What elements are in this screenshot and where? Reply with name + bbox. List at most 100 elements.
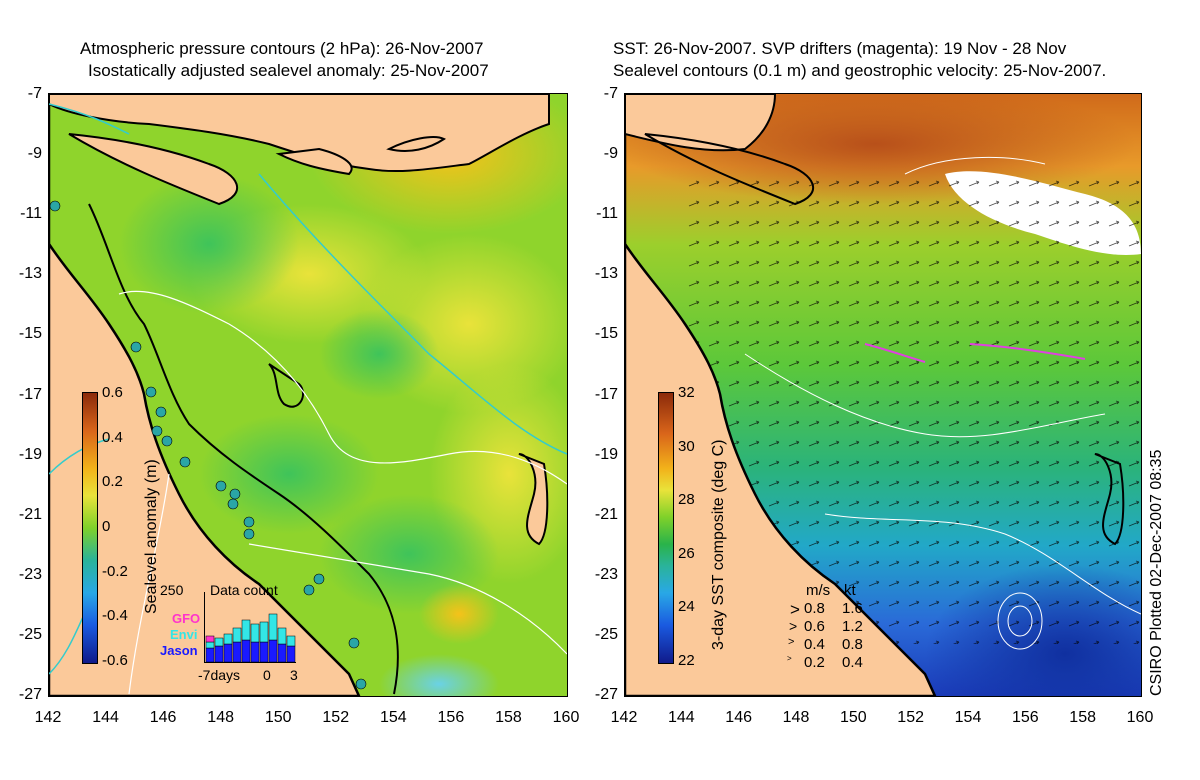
velocity-legend-unit-ms: m/s: [806, 582, 831, 599]
velocity-legend-ms: 0.6: [804, 618, 825, 635]
velocity-legend-kt: 1.6: [842, 600, 863, 617]
data-count-bar: [250, 623, 260, 643]
velocity-legend-kt: 0.4: [842, 654, 863, 671]
velocity-legend-arrow: >: [788, 636, 795, 648]
left-title-line1: Atmospheric pressure contours (2 hPa): 2…: [80, 39, 484, 58]
data-count-bar: [286, 645, 296, 662]
lon-tick-142: 142: [34, 709, 62, 726]
lat-tick-m27: -27: [594, 686, 618, 703]
data-count-bar: [259, 641, 269, 662]
lat-tick-m11: -11: [20, 205, 42, 223]
sst-map-graphic: [625, 94, 1141, 696]
lat-tick-m17: -17: [18, 385, 42, 403]
lon-tick-152: 152: [897, 709, 924, 726]
lon-tick-160: 160: [1126, 709, 1154, 726]
data-count-bar: [205, 635, 215, 643]
lon-tick-150: 150: [839, 709, 867, 726]
data-count-inset: Data count: [204, 582, 296, 664]
velocity-legend-unit-kt: kt: [844, 582, 856, 599]
colorbar-tick: 0.6: [102, 384, 123, 401]
data-count-bar: [232, 627, 242, 643]
lat-tick-m19: -19: [594, 445, 618, 463]
lon-tick-150: 150: [264, 709, 292, 726]
lon-tick-144: 144: [92, 709, 119, 726]
velocity-legend-arrow: >: [787, 654, 792, 663]
tide-gauge-markers: [49, 200, 367, 690]
lat-tick-m9: -9: [27, 145, 42, 163]
colorbar-tick: 0.4: [102, 428, 123, 446]
sst-map: [624, 93, 1142, 697]
lon-tick-158: 158: [1069, 709, 1096, 726]
colorbar-tick: 26: [678, 544, 695, 562]
colorbar-tick: -0.4: [102, 607, 128, 625]
data-count-x-start: -7days: [198, 667, 241, 683]
lon-tick-158: 158: [495, 709, 522, 726]
sealevel-anomaly-map: [48, 93, 568, 697]
velocity-legend-kt: 1.2: [842, 618, 863, 635]
lon-tick-156: 156: [1011, 709, 1039, 726]
lat-tick-m15: -15: [594, 325, 618, 343]
sealevel-anomaly-colorbar: [82, 392, 98, 664]
velocity-legend-ms: 0.2: [804, 654, 825, 671]
lat-tick-m21: -21: [18, 505, 42, 523]
colorbar-tick: 32: [678, 384, 695, 401]
data-count-bar: [214, 637, 224, 647]
colorbar-tick: -0.2: [102, 562, 128, 580]
data-count-bar: [259, 621, 269, 643]
lat-tick-m7: -7: [27, 85, 42, 102]
lon-tick-154: 154: [379, 709, 407, 726]
lon-tick-148: 148: [782, 709, 810, 726]
lon-tick-146: 146: [725, 709, 752, 726]
sealevel-anomaly-map-graphic: [49, 94, 567, 696]
data-count-bar: [241, 619, 251, 641]
data-count-bar: [250, 641, 260, 662]
lat-tick-m25: -25: [594, 625, 618, 643]
data-count-bar: [223, 643, 233, 662]
data-count-bar: [268, 613, 278, 641]
lat-tick-m23: -23: [18, 565, 42, 583]
velocity-legend-ms: 0.8: [804, 600, 825, 617]
velocity-legend-kt: 0.8: [842, 636, 863, 653]
right-title-line1: SST: 26-Nov-2007. SVP drifters (magenta)…: [613, 39, 1067, 58]
colorbar-tick: 28: [678, 491, 695, 509]
lon-tick-142: 142: [610, 709, 638, 726]
velocity-legend-arrow: >: [790, 600, 800, 619]
lat-tick-m13: -13: [594, 265, 618, 283]
data-count-bar: [286, 635, 296, 647]
velocity-legend-arrow: >: [789, 618, 798, 634]
satellite-label-gfo: GFO: [172, 611, 201, 626]
lon-tick-160: 160: [552, 709, 580, 726]
plot-credit: CSIRO Plotted 02-Dec-2007 08:35: [1148, 449, 1165, 696]
lon-tick-154: 154: [954, 709, 982, 726]
sst-colorbar: [658, 392, 674, 664]
data-count-bar: [205, 641, 215, 649]
data-count-baseline: [204, 662, 296, 663]
sst-colorbar-label: 3-day SST composite (deg C): [710, 439, 727, 650]
satellite-label-jason: Jason: [160, 643, 198, 658]
lat-tick-m15: -15: [18, 325, 42, 343]
lat-tick-m9: -9: [603, 145, 618, 163]
data-count-bar: [277, 627, 287, 645]
lat-tick-m17: -17: [594, 385, 618, 403]
right-title-line2: Sealevel contours (0.1 m) and geostrophi…: [613, 61, 1107, 80]
lat-tick-m23: -23: [594, 565, 618, 583]
lat-tick-m19: -19: [18, 445, 42, 463]
data-count-bars: [205, 613, 296, 662]
data-count-title: Data count: [210, 582, 278, 598]
satellite-label-envi: Envi: [170, 627, 198, 642]
colorbar-tick: 30: [678, 437, 695, 455]
data-count-bar: [277, 643, 287, 662]
lat-tick-m21: -21: [594, 505, 618, 523]
velocity-legend-ms: 0.4: [804, 636, 825, 653]
colorbar-tick: 24: [678, 598, 695, 616]
lat-tick-m27: -27: [18, 686, 42, 703]
lat-tick-m13: -13: [18, 265, 42, 283]
data-count-bar: [232, 641, 242, 662]
lon-tick-144: 144: [667, 709, 695, 726]
data-count-bar: [241, 639, 251, 662]
lon-tick-148: 148: [207, 709, 234, 726]
lat-tick-m25: -25: [18, 625, 42, 643]
colorbar-tick: 22: [678, 652, 695, 669]
colorbar-tick: -0.6: [102, 652, 128, 669]
colorbar-tick: 0: [102, 518, 111, 535]
